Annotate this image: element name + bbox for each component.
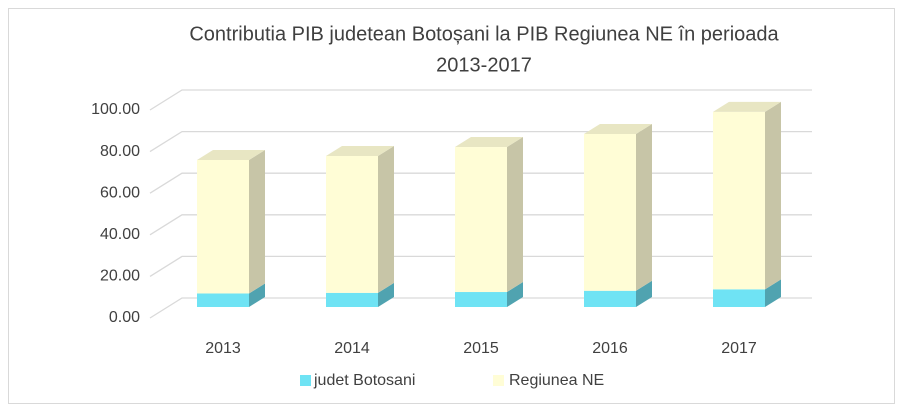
bar-side — [249, 283, 265, 307]
bar-front — [584, 290, 636, 307]
bar-segment — [713, 101, 781, 290]
bar-side — [249, 149, 265, 294]
bar-segment — [584, 123, 652, 291]
y-tick-label: 60.00 — [100, 184, 140, 201]
bar-segment — [326, 282, 394, 307]
legend-label: Regiunea NE — [509, 372, 604, 389]
bar-front — [584, 133, 636, 291]
legend-swatch — [493, 375, 504, 386]
bar-top — [713, 101, 781, 112]
bar-segment — [326, 145, 394, 293]
bar-segment — [197, 283, 265, 307]
bar-side — [507, 282, 523, 307]
bar-front — [713, 111, 765, 290]
x-tick-label: 2014 — [334, 340, 370, 357]
bar-top — [455, 137, 523, 148]
x-tick-label: 2016 — [592, 340, 628, 357]
title-line: Contributia PIB judetean Botoșani la PIB… — [189, 23, 779, 45]
bar-front — [326, 155, 378, 293]
bar-side — [765, 101, 781, 290]
bar-front — [713, 289, 765, 307]
bar-top — [326, 145, 394, 156]
bar-front — [197, 293, 249, 307]
bar-side — [636, 280, 652, 307]
bar-top — [197, 149, 265, 160]
y-tick-label: 80.00 — [100, 143, 140, 160]
bar-front — [455, 292, 507, 307]
y-tick-label: 40.00 — [100, 226, 140, 243]
bar-segment — [713, 279, 781, 307]
x-tick-label: 2013 — [205, 340, 241, 357]
bar-front — [455, 147, 507, 293]
legend-label: judet Botosani — [313, 372, 415, 389]
bar-side — [636, 123, 652, 291]
x-tick-label: 2017 — [721, 340, 757, 357]
bar-side — [378, 145, 394, 293]
y-tick-label: 0.00 — [109, 309, 140, 326]
bar-side — [378, 282, 394, 307]
bar-segment — [197, 149, 265, 294]
x-tick-label: 2015 — [463, 340, 499, 357]
grid-line — [149, 89, 812, 111]
bar-side — [765, 279, 781, 307]
bar-segment — [584, 280, 652, 307]
bar-front — [197, 159, 249, 294]
chart-title: Contributia PIB judetean Botoșani la PIB… — [189, 23, 779, 76]
bar-segment — [455, 282, 523, 307]
bar-side — [507, 137, 523, 293]
bar-segment — [455, 137, 523, 293]
legend-swatch — [300, 375, 311, 386]
y-tick-label: 100.00 — [91, 101, 140, 118]
bar-front — [326, 292, 378, 307]
y-tick-label: 20.00 — [100, 268, 140, 285]
bar-top — [584, 123, 652, 134]
title-line: 2013-2017 — [436, 54, 532, 76]
